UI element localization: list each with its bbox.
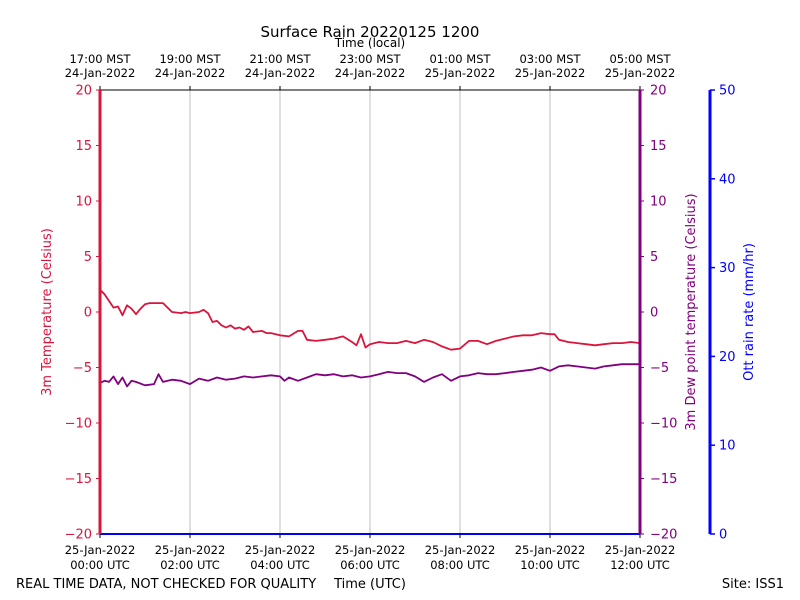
dew-axis-tick-label: −20	[650, 528, 677, 543]
bottom-tick-time: 04:00 UTC	[250, 558, 310, 572]
bottom-axis-label: Time (UTC)	[333, 577, 406, 592]
rain-axis-tick-label: 50	[719, 84, 736, 99]
bottom-tick-time: 06:00 UTC	[340, 558, 400, 572]
series-line-3m-dew-point-temperature	[99, 363, 640, 388]
top-tick-date: 25-Jan-2022	[425, 66, 496, 80]
dew-axis-tick-label: 10	[650, 195, 667, 210]
top-tick-date: 24-Jan-2022	[245, 66, 316, 80]
dew-axis-tick-label: −10	[650, 417, 677, 432]
temp-axis-label: 3m Temperature (Celsius)	[40, 228, 55, 396]
series-line-3m-temperature	[99, 289, 641, 351]
rain-axis-tick-label: 10	[719, 439, 736, 454]
rain-axis-tick-label: 20	[719, 350, 736, 365]
bottom-tick-time: 00:00 UTC	[70, 558, 130, 572]
top-tick-date: 25-Jan-2022	[605, 66, 676, 80]
bottom-tick-date: 25-Jan-2022	[335, 543, 406, 557]
top-tick-date: 25-Jan-2022	[515, 66, 586, 80]
temp-axis-tick-label: −20	[65, 528, 92, 543]
temp-axis-tick-label: 20	[75, 84, 92, 99]
top-tick-date: 24-Jan-2022	[335, 66, 406, 80]
temp-axis-tick-label: −10	[65, 417, 92, 432]
footer-disclaimer: REAL TIME DATA, NOT CHECKED FOR QUALITY	[16, 577, 316, 592]
chart-title: Surface Rain 20220125 1200	[261, 23, 480, 41]
grid-lines	[189, 90, 551, 534]
temp-axis-tick-label: 15	[75, 139, 92, 154]
top-tick-date: 24-Jan-2022	[65, 66, 136, 80]
dew-axis-tick-label: 5	[650, 250, 658, 265]
bottom-tick-date: 25-Jan-2022	[425, 543, 496, 557]
temp-axis-tick-label: 5	[84, 250, 92, 265]
rain-axis-tick-label: 30	[719, 261, 736, 276]
bottom-tick-date: 25-Jan-2022	[605, 543, 676, 557]
rain-axis-label: Ott rain rate (mm/hr)	[742, 243, 757, 381]
top-tick-date: 24-Jan-2022	[155, 66, 226, 80]
top-tick-time: 23:00 MST	[339, 52, 401, 66]
top-tick-time: 17:00 MST	[69, 52, 131, 66]
top-tick-time: 21:00 MST	[249, 52, 311, 66]
dew-axis-label: 3m Dew point temperature (Celsius)	[684, 193, 699, 430]
temp-axis-tick-label: 0	[84, 306, 92, 321]
dew-axis-tick-label: 0	[650, 306, 658, 321]
temp-axis-tick-label: −5	[73, 361, 92, 376]
bottom-tick-time: 08:00 UTC	[430, 558, 490, 572]
top-axis-label: Time (local)	[334, 36, 406, 50]
dew-axis-tick-label: −5	[650, 361, 669, 376]
bottom-tick-date: 25-Jan-2022	[515, 543, 586, 557]
rain-axis-tick-label: 0	[719, 528, 727, 543]
top-tick-time: 05:00 MST	[609, 52, 671, 66]
bottom-tick-date: 25-Jan-2022	[65, 543, 136, 557]
top-tick-time: 19:00 MST	[159, 52, 221, 66]
footer-site: Site: ISS1	[722, 577, 784, 592]
bottom-tick-time: 02:00 UTC	[160, 558, 220, 572]
bottom-tick-date: 25-Jan-2022	[155, 543, 226, 557]
top-tick-time: 01:00 MST	[429, 52, 491, 66]
bottom-tick-time: 10:00 UTC	[520, 558, 580, 572]
bottom-tick-date: 25-Jan-2022	[245, 543, 316, 557]
dew-axis-tick-label: 15	[650, 139, 667, 154]
temp-axis-tick-label: −15	[65, 472, 92, 487]
temp-axis-tick-label: 10	[75, 195, 92, 210]
rain-axis-tick-label: 40	[719, 172, 736, 187]
dew-axis-tick-label: 20	[650, 84, 667, 99]
dew-axis-tick-label: −15	[650, 472, 677, 487]
bottom-tick-time: 12:00 UTC	[610, 558, 670, 572]
top-tick-time: 03:00 MST	[519, 52, 581, 66]
